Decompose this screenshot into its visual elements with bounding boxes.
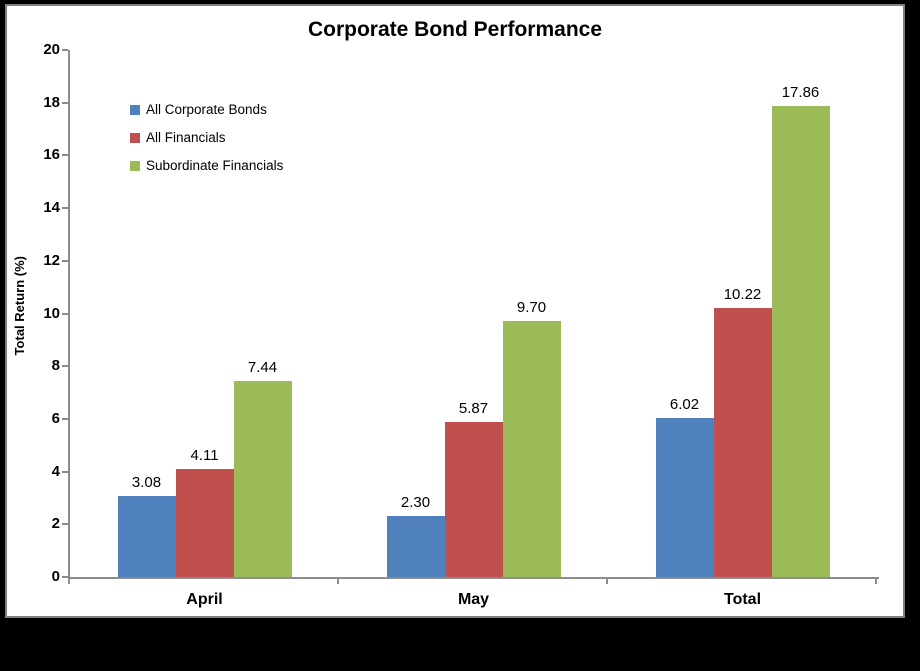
legend-label: All Financials <box>146 130 226 145</box>
y-axis-tick <box>62 259 68 262</box>
bar-subordinate-financials-total <box>771 106 830 577</box>
bar-value-label: 3.08 <box>131 473 162 491</box>
legend-label: All Corporate Bonds <box>146 102 267 117</box>
x-axis-tick <box>606 577 608 584</box>
bar-subordinate-financials-may <box>502 321 561 577</box>
y-tick-label: 14 <box>43 199 60 217</box>
x-axis-label-total: Total <box>723 591 762 608</box>
chart-frame: Corporate Bond Performance Total Return … <box>5 4 905 618</box>
y-axis-tick <box>62 154 68 157</box>
chart-title: Corporate Bond Performance <box>307 18 603 41</box>
bar-value-label: 4.11 <box>190 446 219 464</box>
y-axis-tick <box>62 576 68 578</box>
y-axis-tick <box>62 312 68 315</box>
x-axis-label-april: April <box>186 591 223 608</box>
legend-swatch-red-icon <box>130 132 140 143</box>
x-axis-labels: April May Total <box>70 591 877 613</box>
legend-item-all-corporate-bonds: All Corporate Bonds <box>130 101 283 118</box>
y-axis-tick <box>62 470 68 473</box>
y-axis-tick <box>62 207 68 210</box>
y-tick-label: 20 <box>43 41 60 58</box>
y-axis-tick <box>62 417 68 420</box>
legend-item-all-financials: All Financials <box>130 129 283 146</box>
bar-value-label: 9.70 <box>516 299 547 317</box>
bar-all-financials-may <box>444 422 503 577</box>
x-axis-tick <box>68 577 70 584</box>
legend-swatch-green-icon <box>130 160 140 171</box>
legend-label: Subordinate Financials <box>146 158 284 173</box>
y-tick-label: 6 <box>51 409 60 427</box>
y-axis-tick <box>62 49 68 51</box>
legend-item-subordinate-financials: Subordinate Financials <box>130 157 283 174</box>
bar-value-label: 7.44 <box>247 358 278 376</box>
bar-value-label: 10.22 <box>723 285 762 303</box>
y-tick-label: 10 <box>43 304 60 322</box>
bar-all-financials-total <box>713 307 772 577</box>
y-tick-label: 4 <box>51 462 60 480</box>
bar-all-corporate-bonds-may <box>386 516 445 577</box>
x-axis-line <box>68 577 879 579</box>
bar-value-label: 6.02 <box>669 396 700 414</box>
y-tick-label: 18 <box>43 93 60 111</box>
y-tick-label: 0 <box>51 568 60 585</box>
plot-area: 0 2 4 6 8 10 12 14 16 18 20 3.08 2.30 6.02 4.11 5.87 10.… <box>43 41 879 585</box>
legend-swatch-blue-icon <box>130 104 140 115</box>
y-axis-line <box>68 50 70 579</box>
bar-all-corporate-bonds-total <box>655 418 714 577</box>
y-tick-label: 16 <box>43 146 60 164</box>
bar-value-label: 17.86 <box>781 84 820 102</box>
bar-all-financials-april <box>175 468 234 577</box>
bar-value-label: 5.87 <box>458 400 489 418</box>
x-axis-label-may: May <box>457 591 490 608</box>
y-tick-label: 8 <box>51 357 60 375</box>
legend: All Corporate Bonds All Financials Subor… <box>130 101 283 185</box>
y-tick-label: 12 <box>43 251 60 269</box>
y-tick-label: 2 <box>51 515 60 533</box>
y-axis-tick <box>62 365 68 368</box>
y-axis-tick <box>62 101 68 104</box>
bar-all-corporate-bonds-april <box>117 495 176 577</box>
bar-value-label: 2.30 <box>400 494 431 512</box>
x-axis-tick <box>875 577 877 584</box>
y-axis-tick <box>62 523 68 526</box>
bar-subordinate-financials-april <box>233 380 292 577</box>
x-axis-tick <box>337 577 339 584</box>
